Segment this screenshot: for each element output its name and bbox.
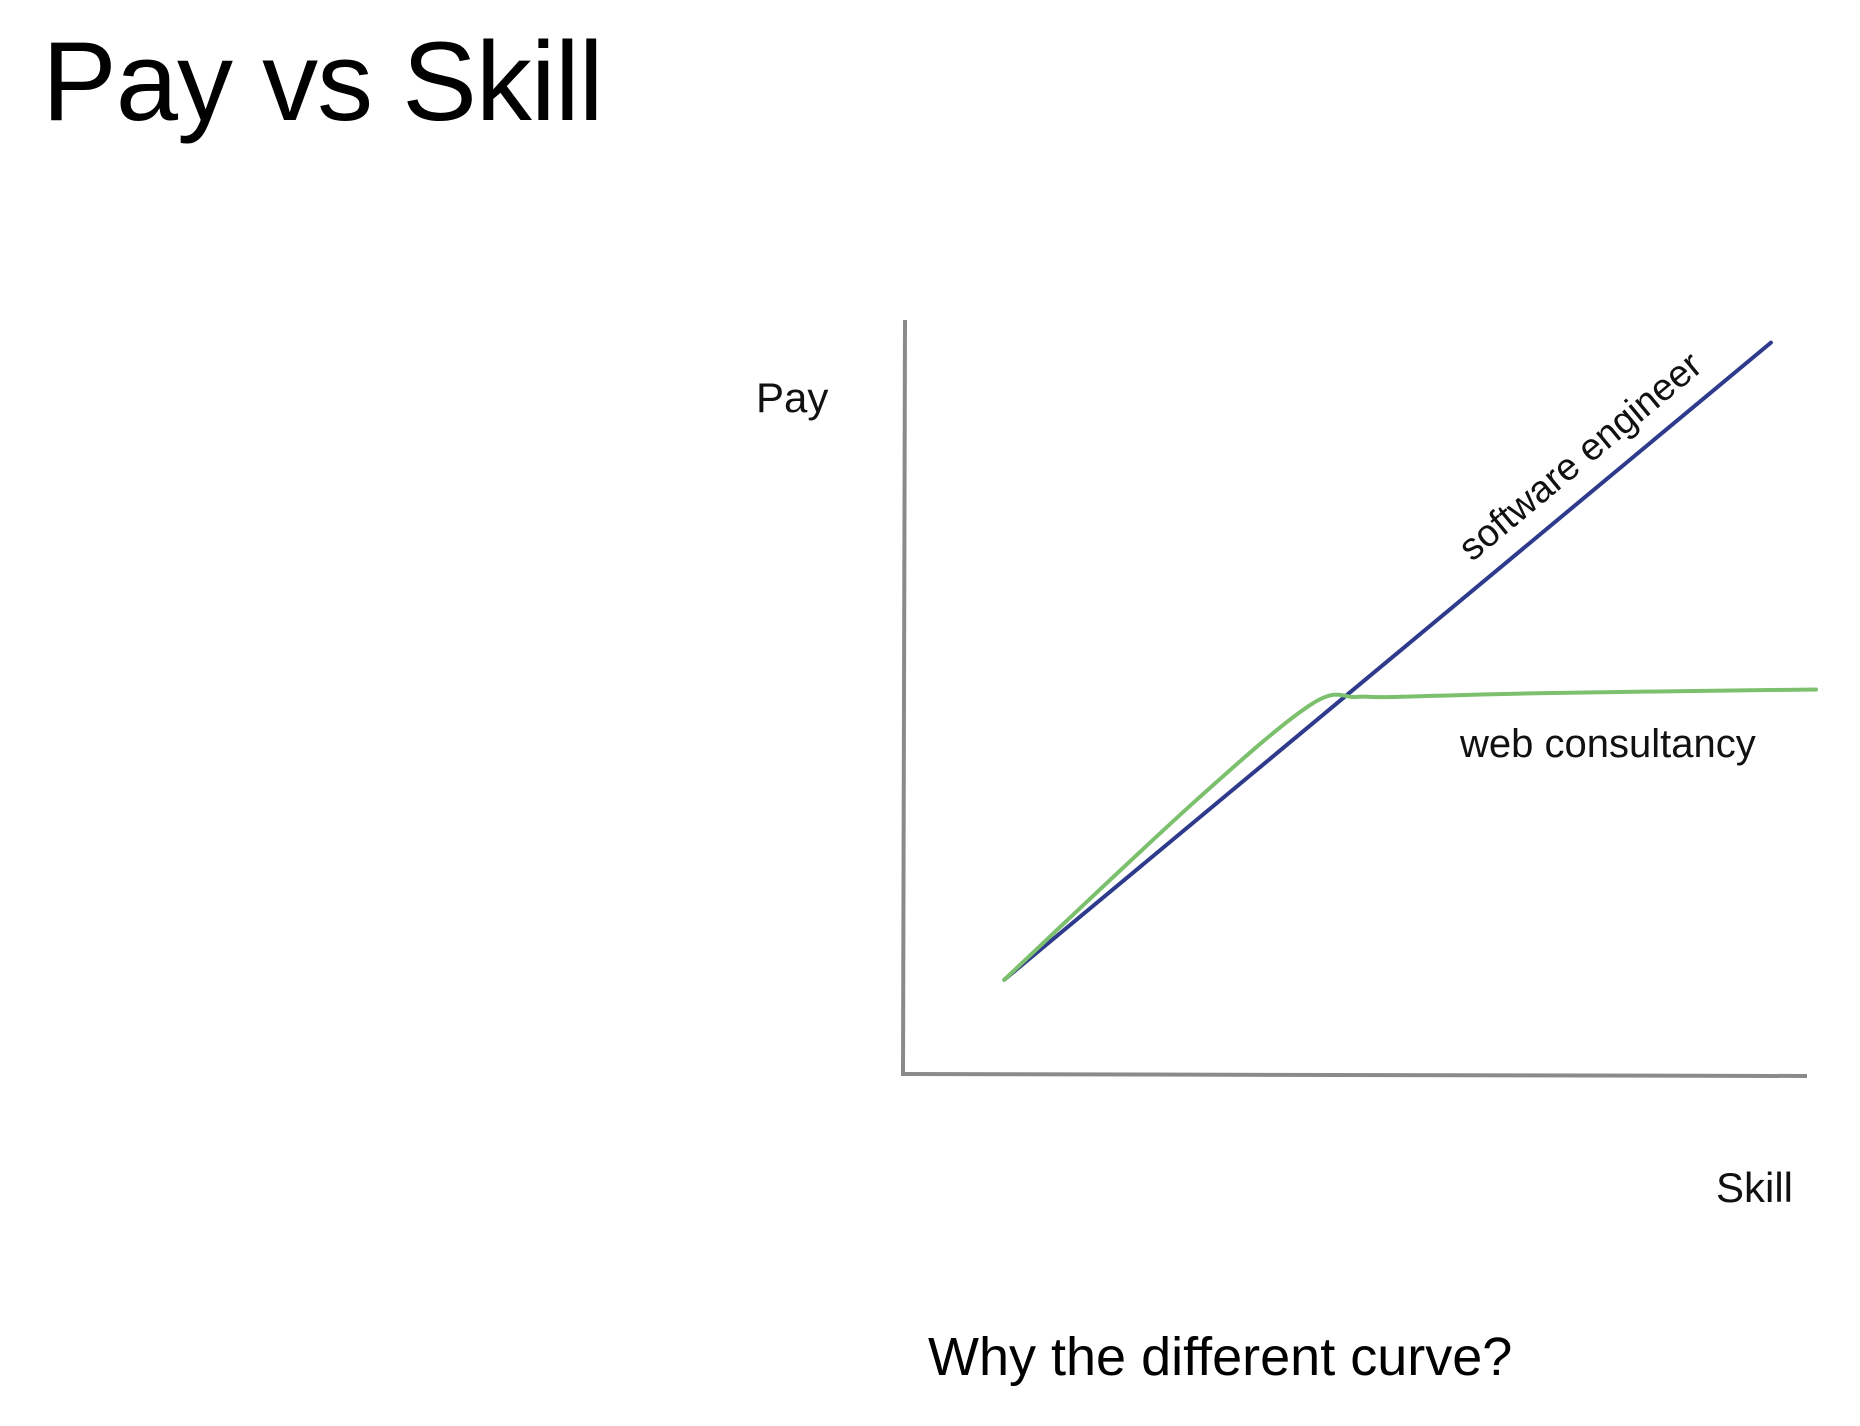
y-axis-label: Pay — [756, 374, 828, 421]
x-axis — [900, 1072, 1808, 1078]
series-label-software-engineer: software engineer — [1451, 344, 1710, 570]
slide-caption: Why the different curve? — [928, 1327, 1513, 1387]
series-layer: software engineer web consultancy — [1002, 340, 1819, 982]
x-axis-label: Skill — [1716, 1164, 1793, 1211]
slide-title: Pay vs Skill — [42, 19, 604, 144]
series-line-web-consultancy — [1002, 687, 1819, 982]
y-axis — [901, 319, 907, 1075]
series-line-software-engineer — [1002, 340, 1773, 982]
series-label-web-consultancy: web consultancy — [1459, 722, 1756, 766]
